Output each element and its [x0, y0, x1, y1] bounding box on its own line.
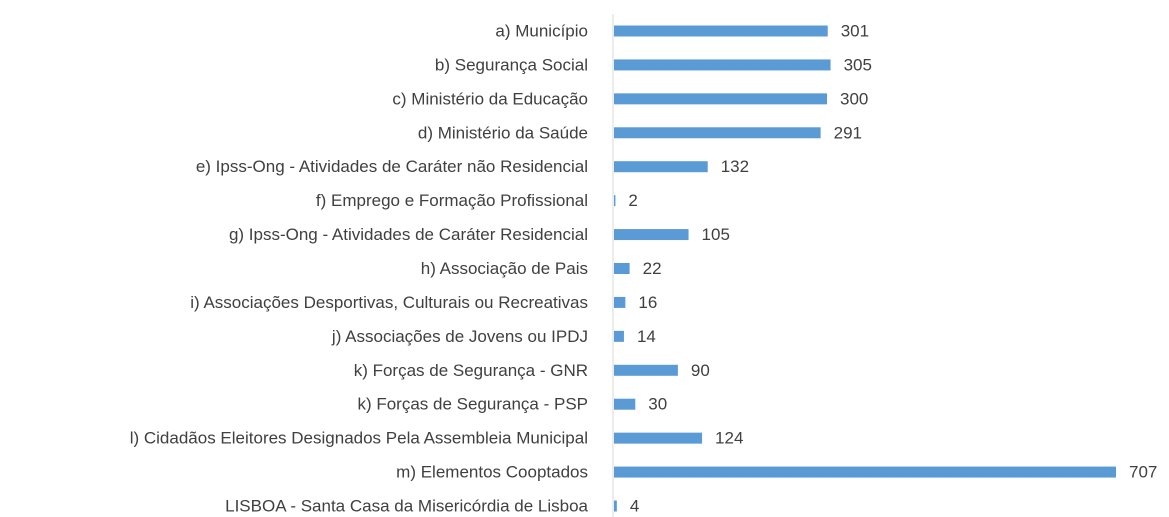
- category-label: g) Ipss-Ong - Atividades de Caráter Resi…: [229, 225, 588, 244]
- category-label: m) Elementos Cooptados: [396, 463, 588, 482]
- category-label: k) Forças de Segurança - PSP: [357, 395, 588, 414]
- category-label: d) Ministério da Saúde: [418, 123, 588, 142]
- category-label: f) Emprego e Formação Profissional: [316, 191, 588, 210]
- bar: [614, 59, 831, 71]
- category-label: b) Segurança Social: [435, 55, 588, 74]
- category-label: k) Forças de Segurança - GNR: [354, 361, 588, 380]
- bar: [614, 466, 1116, 478]
- category-label: i) Associações Desportivas, Culturais ou…: [190, 293, 588, 312]
- category-label: c) Ministério da Educação: [392, 89, 588, 108]
- category-label: LISBOA - Santa Casa da Misericórdia de L…: [225, 496, 588, 515]
- data-label: 16: [638, 293, 657, 312]
- bar: [614, 229, 689, 241]
- bar: [614, 93, 828, 105]
- bar: [614, 127, 821, 139]
- data-label: 301: [841, 21, 869, 40]
- data-label: 300: [840, 89, 868, 108]
- bar: [614, 500, 617, 512]
- data-label: 2: [628, 191, 637, 210]
- data-label: 291: [834, 123, 862, 142]
- bar: [614, 195, 616, 207]
- bar: [614, 263, 630, 274]
- data-label: 14: [637, 327, 656, 346]
- bar: [614, 296, 626, 308]
- bar: [614, 330, 624, 342]
- data-label: 707: [1129, 463, 1157, 482]
- bar: [614, 398, 636, 410]
- bar: [614, 25, 828, 37]
- bar: [614, 364, 678, 376]
- data-label: 90: [691, 361, 710, 380]
- data-label: 30: [648, 395, 667, 414]
- data-label: 132: [721, 157, 749, 176]
- bar: [614, 432, 703, 444]
- category-label: j) Associações de Jovens ou IPDJ: [331, 327, 588, 346]
- category-label: e) Ipss-Ong - Atividades de Caráter não …: [196, 157, 588, 176]
- data-label: 22: [643, 259, 662, 278]
- data-label: 305: [844, 55, 872, 74]
- data-label: 124: [715, 429, 743, 448]
- data-label: 4: [630, 496, 639, 515]
- bar: [614, 161, 708, 173]
- data-label: 105: [702, 225, 730, 244]
- category-label: l) Cidadãos Eleitores Designados Pela As…: [130, 429, 588, 448]
- category-label: h) Associação de Pais: [421, 259, 588, 278]
- category-label: a) Município: [495, 21, 588, 40]
